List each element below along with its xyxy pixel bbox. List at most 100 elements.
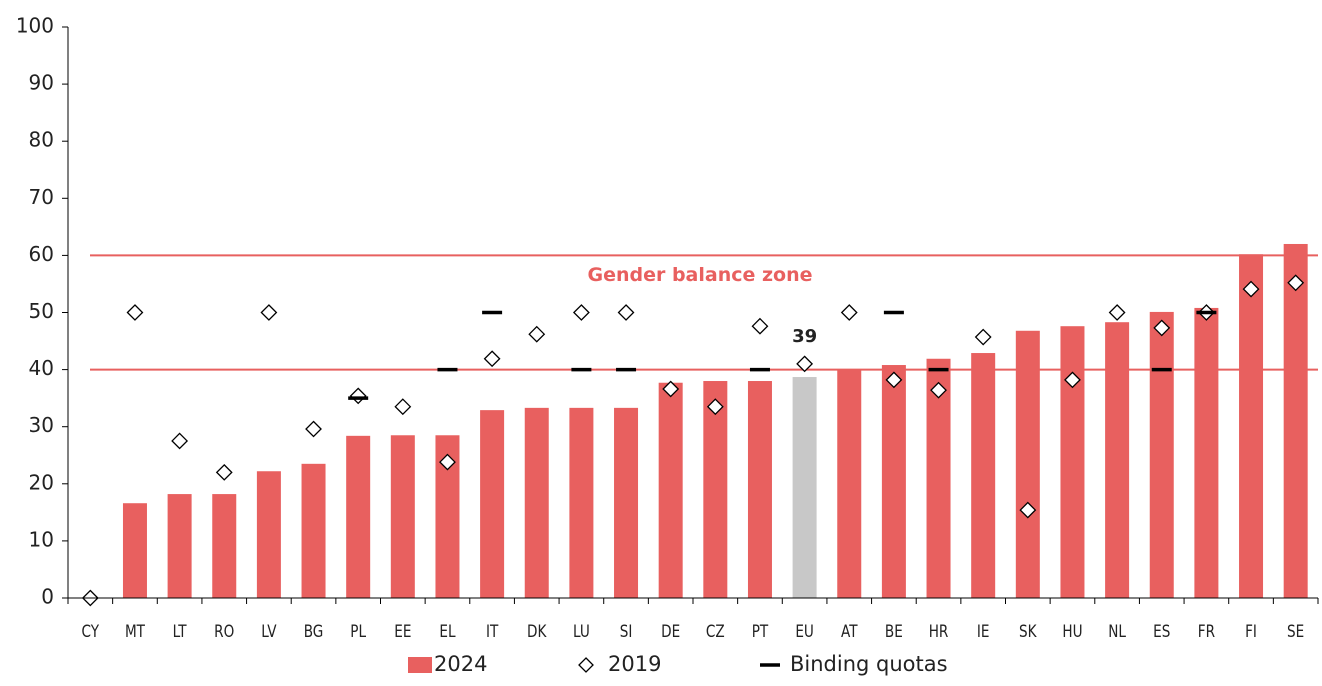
- marker-2019: [349, 387, 367, 405]
- bar: [971, 353, 996, 598]
- x-tick-label: PL: [350, 622, 366, 642]
- bar: [1105, 322, 1130, 598]
- x-tick-label: LV: [261, 622, 277, 642]
- legend-swatch: [408, 657, 432, 673]
- marker-2019: [483, 350, 501, 368]
- bar: [1149, 311, 1174, 598]
- x-tick-label: EU: [795, 622, 814, 642]
- bar: [1194, 307, 1219, 598]
- legend-swatch: [578, 657, 594, 673]
- bar: [1239, 254, 1264, 598]
- marker-2019: [751, 317, 769, 335]
- legend-label: Binding quotas: [790, 652, 948, 676]
- x-tick-label: FR: [1198, 622, 1216, 642]
- y-tick-label: 0: [41, 585, 54, 609]
- bar: [1015, 330, 1040, 598]
- bar: [792, 377, 817, 598]
- marker-2019: [1242, 280, 1260, 298]
- bar: [212, 494, 237, 598]
- marker-2019: [528, 325, 546, 343]
- y-tick-label: 80: [29, 128, 54, 152]
- x-tick-label: SE: [1287, 622, 1304, 642]
- y-tick-label: 30: [29, 413, 54, 437]
- bar: [1060, 326, 1085, 598]
- bar: [167, 494, 192, 598]
- marker-2019: [126, 304, 144, 321]
- marker-2019: [974, 328, 992, 346]
- y-tick-label: 20: [29, 470, 54, 494]
- x-tick-label: LU: [573, 622, 590, 642]
- x-tick-label: AT: [841, 622, 858, 642]
- marker-2019: [572, 304, 590, 321]
- y-tick-label: 10: [29, 527, 54, 551]
- bar: [703, 381, 728, 598]
- x-tick-label: SI: [620, 622, 633, 642]
- bar: [926, 358, 951, 598]
- y-tick-label: 50: [29, 299, 54, 323]
- marker-2019: [662, 380, 680, 398]
- y-tick-label: 40: [29, 356, 54, 380]
- x-tick-label: IE: [977, 622, 990, 642]
- bar: [346, 435, 371, 598]
- x-tick-label: LT: [173, 622, 188, 642]
- bar: [524, 407, 549, 598]
- marker-2019: [1153, 319, 1171, 337]
- bar: [837, 369, 862, 598]
- marker-2019: [215, 463, 233, 481]
- x-tick-label: DE: [661, 622, 680, 642]
- bar: [256, 471, 281, 598]
- bar: [1283, 243, 1308, 599]
- data-label: 39: [792, 326, 817, 347]
- bar: [301, 463, 326, 598]
- bar: [747, 381, 772, 598]
- x-tick-label: IT: [486, 622, 499, 642]
- marker-2019: [439, 453, 456, 471]
- marker-2019: [260, 304, 278, 321]
- bar: [390, 435, 415, 598]
- y-tick-label: 100: [16, 14, 54, 38]
- x-tick-label: RO: [214, 622, 234, 642]
- marker-2019: [617, 304, 635, 321]
- bar: [480, 410, 505, 598]
- marker-2019: [1019, 501, 1037, 519]
- x-tick-label: SK: [1019, 622, 1037, 642]
- zone-label: Gender balance zone: [587, 264, 812, 286]
- x-tick-label: ES: [1153, 622, 1170, 642]
- x-tick-label: NL: [1108, 622, 1126, 642]
- legend-label: 2024: [434, 652, 487, 676]
- x-tick-label: HU: [1062, 622, 1082, 642]
- y-tick-label: 60: [29, 242, 54, 266]
- x-tick-label: EE: [394, 622, 411, 642]
- y-tick-label: 90: [29, 71, 54, 95]
- marker-2019: [930, 381, 947, 399]
- marker-2019: [1064, 371, 1081, 389]
- legend-label: 2019: [608, 652, 661, 676]
- marker-2019: [171, 432, 189, 450]
- marker-2019: [394, 398, 412, 416]
- marker-2019: [706, 398, 724, 416]
- x-tick-label: CY: [82, 622, 100, 642]
- y-tick-label: 70: [29, 185, 54, 209]
- marker-2019: [840, 304, 858, 321]
- x-tick-label: BG: [304, 622, 324, 642]
- x-tick-label: HR: [929, 622, 949, 642]
- bar: [658, 382, 683, 598]
- x-tick-label: MT: [125, 622, 146, 642]
- marker-2019: [885, 371, 903, 389]
- x-tick-label: DK: [527, 622, 547, 642]
- x-tick-label: EL: [439, 622, 456, 642]
- x-tick-label: CZ: [706, 622, 725, 642]
- bar: [122, 503, 147, 598]
- x-tick-label: PT: [752, 622, 769, 642]
- bar: [569, 407, 594, 598]
- marker-2019: [1108, 304, 1126, 321]
- bar: [614, 407, 639, 598]
- x-tick-label: BE: [885, 622, 903, 642]
- marker-2019: [1287, 274, 1305, 292]
- marker-2019: [305, 420, 322, 438]
- marker-2019: [796, 355, 814, 373]
- x-tick-label: FI: [1245, 622, 1257, 642]
- bar: [881, 365, 906, 598]
